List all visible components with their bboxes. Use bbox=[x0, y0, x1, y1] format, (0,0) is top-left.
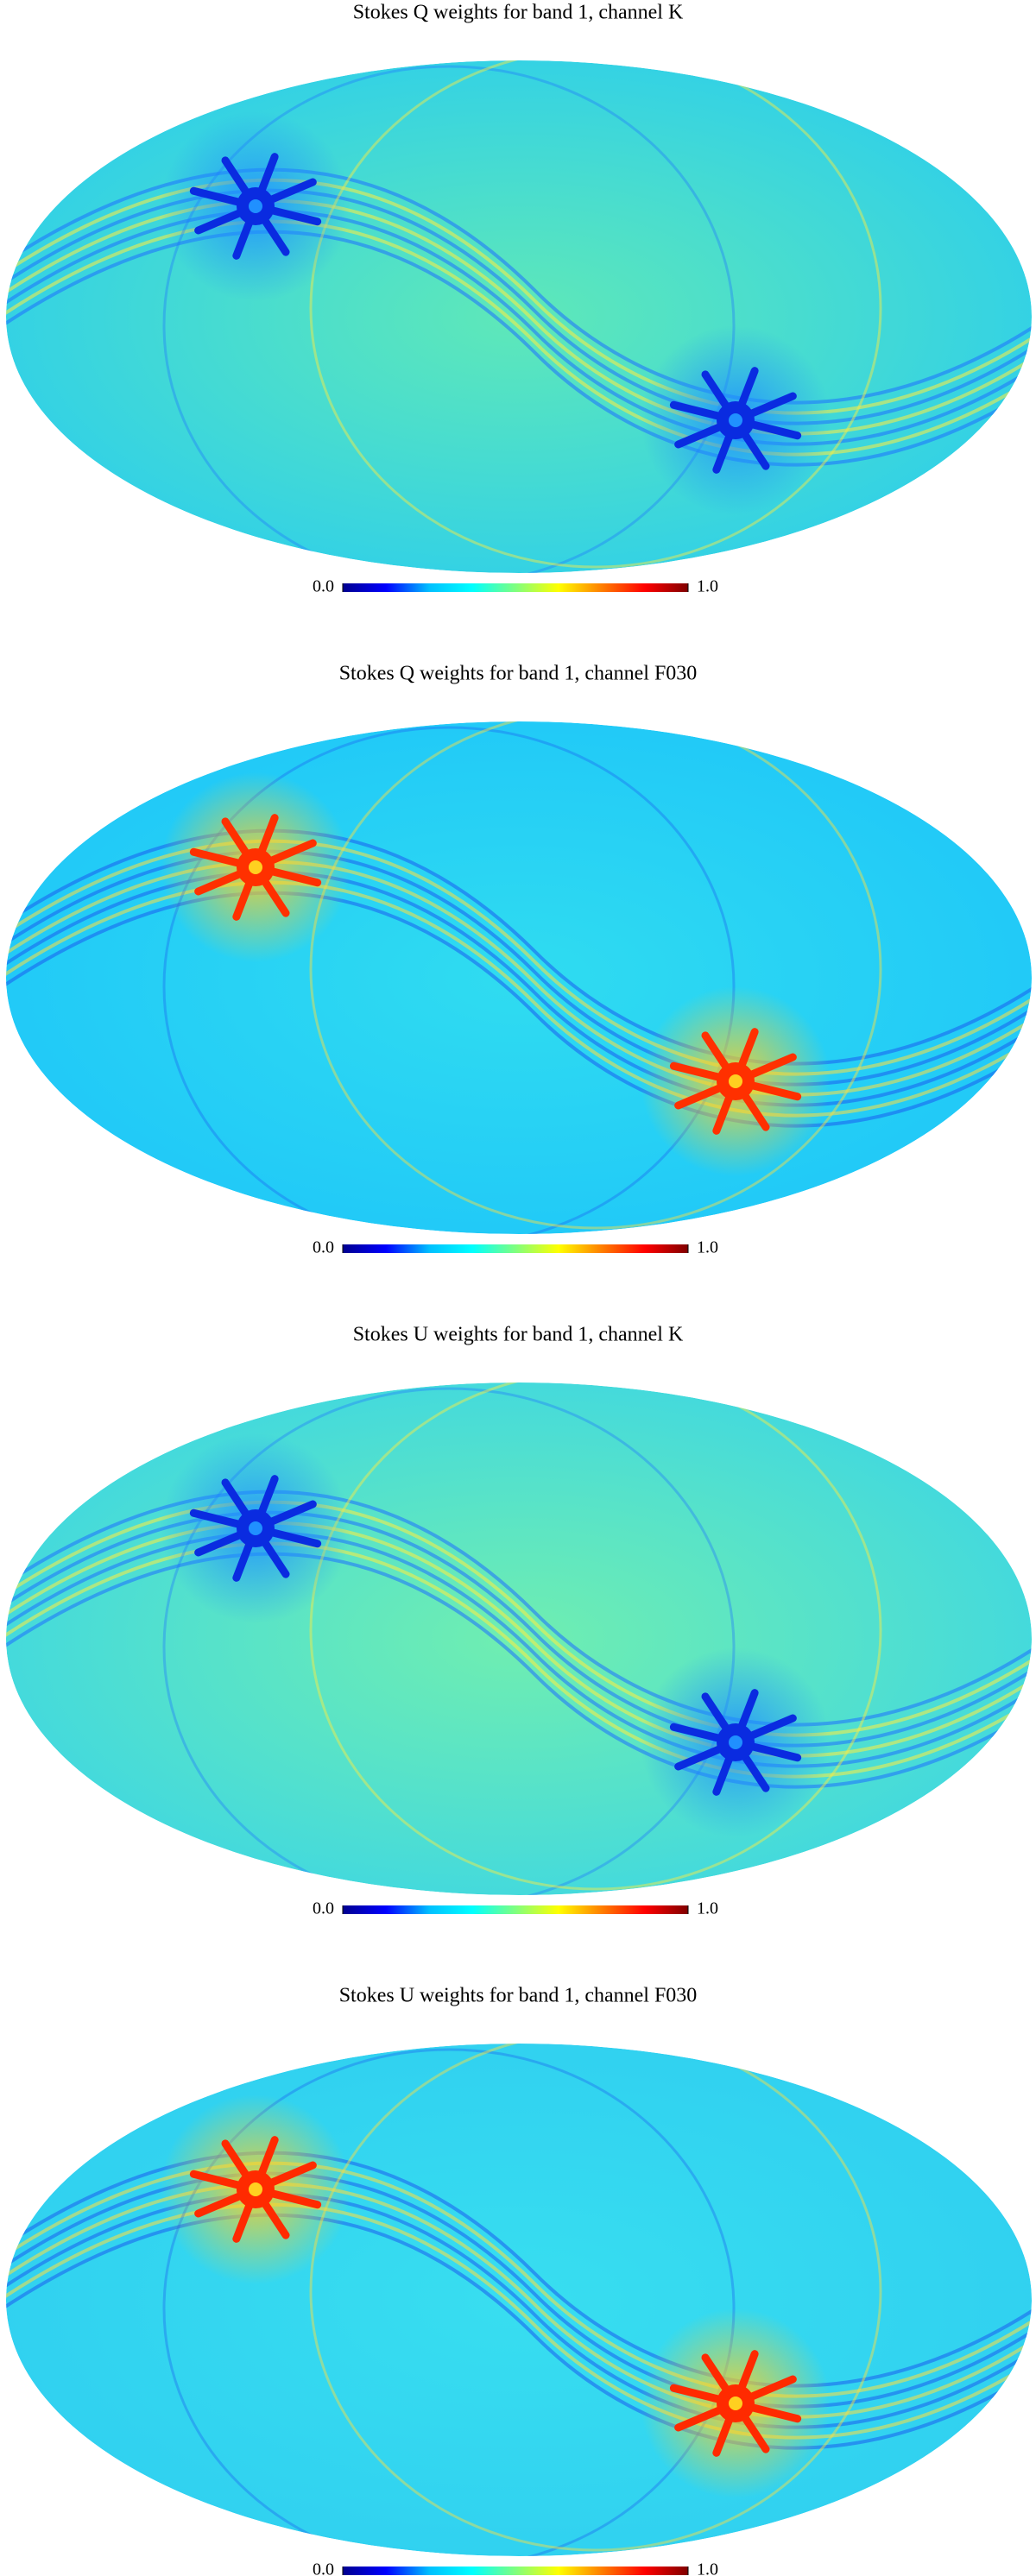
colorbar bbox=[343, 583, 688, 592]
pole-center bbox=[729, 2396, 742, 2410]
sky-map bbox=[6, 60, 1032, 573]
colorbar bbox=[343, 1244, 688, 1253]
pole-center bbox=[249, 1521, 262, 1535]
colorbar-tick-label: 1.0 bbox=[697, 1238, 718, 1257]
scan-ring bbox=[309, 721, 882, 1230]
colorbar bbox=[343, 2567, 688, 2575]
scan-ring bbox=[162, 65, 736, 573]
colorbar-tick-label: 0.0 bbox=[313, 577, 334, 596]
map-title: Stokes Q weights for band 1, channel F03… bbox=[339, 663, 698, 685]
scan-ring bbox=[309, 60, 882, 569]
pole-center bbox=[729, 413, 742, 427]
map-title: Stokes Q weights for band 1, channel K bbox=[353, 2, 684, 24]
colorbar-tick-label: 0.0 bbox=[313, 2560, 334, 2576]
pole-center bbox=[249, 2182, 262, 2196]
pole-center bbox=[729, 1074, 742, 1088]
scan-ring bbox=[309, 2044, 882, 2552]
pole-center bbox=[249, 199, 262, 213]
sky-map bbox=[6, 1382, 1032, 1895]
pole-center bbox=[729, 1735, 742, 1749]
colorbar-tick-label: 0.0 bbox=[313, 1899, 334, 1918]
scan-ring bbox=[309, 1382, 882, 1891]
sky-map bbox=[6, 721, 1032, 1234]
colorbar-tick-label: 1.0 bbox=[697, 577, 718, 596]
map-title: Stokes U weights for band 1, channel F03… bbox=[339, 1985, 698, 2007]
scan-ring bbox=[162, 2048, 736, 2556]
colorbar-tick-label: 0.0 bbox=[313, 1238, 334, 1257]
sky-map bbox=[6, 2044, 1032, 2556]
colorbar-tick-label: 1.0 bbox=[697, 2560, 718, 2576]
map-title: Stokes U weights for band 1, channel K bbox=[353, 1324, 684, 1346]
scan-ring bbox=[162, 726, 736, 1234]
scan-ring bbox=[162, 1387, 736, 1895]
colorbar-tick-label: 1.0 bbox=[697, 1899, 718, 1918]
pole-center bbox=[249, 860, 262, 874]
colorbar bbox=[343, 1905, 688, 1914]
